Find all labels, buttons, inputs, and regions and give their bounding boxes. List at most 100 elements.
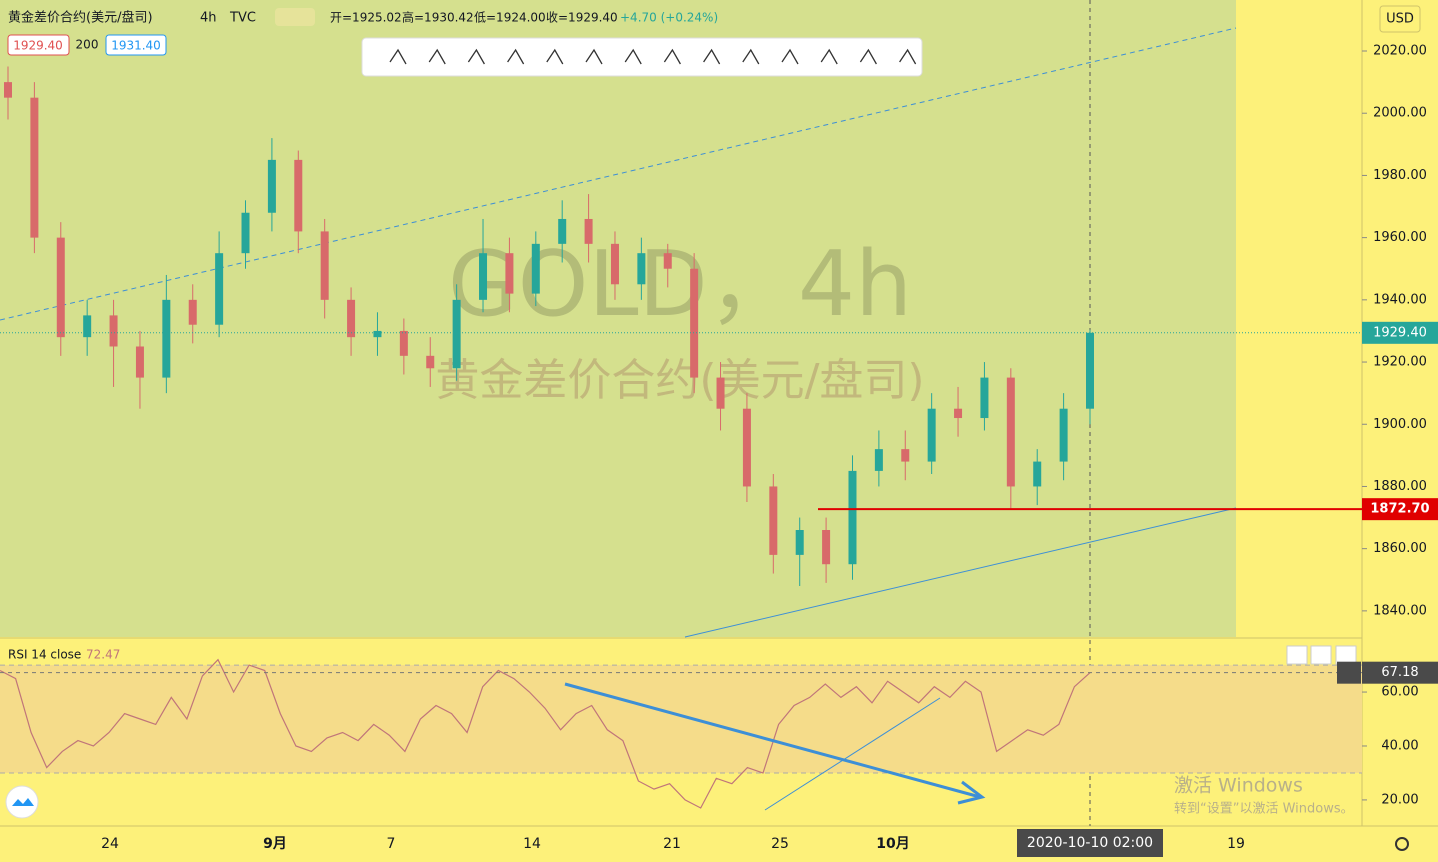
status-pill[interactable] (275, 8, 315, 26)
candle-body (690, 268, 699, 378)
pane-close-button[interactable] (1310, 645, 1332, 665)
tool-icon (781, 48, 799, 65)
candle-body (822, 530, 831, 565)
windows-hint: 转到“设置”以激活 Windows。 (1174, 802, 1354, 817)
candle-body (347, 299, 356, 338)
candle-body (452, 299, 461, 369)
windows-title: 激活 Windows (1174, 775, 1303, 797)
rsi-arrow-head (957, 780, 986, 805)
ohlc-high: 高=1930.42 (402, 10, 474, 25)
candle-body (901, 449, 910, 462)
rsi-line (0, 658, 1091, 809)
y-tick-label: 2000.00 (1373, 106, 1427, 121)
tool-icon (428, 48, 446, 65)
x-tick-label: 14 (523, 836, 541, 852)
currency-box[interactable] (1379, 5, 1421, 33)
sell-price[interactable]: 1929.40 (13, 39, 63, 53)
toolbar-bg (361, 37, 923, 77)
rsi-y-tick-label: 20.00 (1381, 792, 1418, 807)
y-tick-label: 1880.00 (1373, 479, 1427, 494)
rsi-band (0, 665, 1362, 773)
source: TVC (229, 11, 256, 26)
candle-body (215, 253, 224, 325)
tool-button[interactable] (384, 43, 412, 71)
y-tick-label: 2020.00 (1373, 44, 1427, 59)
tool-button[interactable] (423, 43, 451, 71)
candle-body (373, 330, 382, 338)
rsi-trend-arrow (564, 682, 981, 799)
candle-body (162, 299, 171, 378)
last-price-label: 1929.40 (1373, 325, 1427, 340)
rsi-reading: 72.47 (86, 648, 120, 662)
x-tick-label: 24 (101, 836, 119, 852)
tool-icon (742, 48, 760, 65)
candle-body (795, 530, 804, 555)
tool-icon (859, 48, 877, 65)
last-price-tag (1362, 321, 1438, 344)
drawing-toolbar (361, 37, 923, 77)
buy-price[interactable]: 1931.40 (111, 39, 161, 53)
tool-button[interactable] (894, 43, 922, 71)
tool-icon (585, 48, 603, 65)
candle-body (294, 159, 303, 232)
candle-body (1086, 332, 1094, 409)
candle-body (479, 253, 488, 300)
trend-line-upper (0, 27, 1237, 321)
candle-body (1059, 408, 1068, 462)
trend-line-lower (684, 507, 1237, 638)
y-tick-label: 1840.00 (1373, 603, 1427, 618)
x-tick-label: 9月 (263, 836, 287, 852)
crosshair-date: 2020-10-10 02:00 (1027, 835, 1153, 851)
x-tick-label: 25 (771, 836, 789, 852)
candle-body (531, 243, 540, 294)
tool-icon (703, 48, 721, 65)
interval: 4h (200, 11, 217, 26)
y-tick-label: 1900.00 (1373, 417, 1427, 432)
candle-body (584, 218, 593, 244)
tool-button[interactable] (698, 43, 726, 71)
candle-body (399, 330, 408, 356)
pane-max-button[interactable] (1335, 645, 1357, 665)
crosshair-plus[interactable] (1337, 661, 1361, 684)
logo-icon (12, 798, 34, 806)
x-tick-label: 19 (1227, 836, 1245, 852)
candle-body (109, 315, 118, 347)
tool-button[interactable] (737, 43, 765, 71)
tool-icon (507, 48, 525, 65)
tool-button[interactable] (854, 43, 882, 71)
settings-icon[interactable] (1395, 837, 1409, 851)
tool-button[interactable] (462, 43, 490, 71)
watermark-title: GOLD，4h (448, 232, 912, 337)
tool-icon (820, 48, 838, 65)
candle-body (848, 470, 857, 565)
tool-button[interactable] (815, 43, 843, 71)
level-tag (1362, 498, 1438, 521)
y-tick-label: 1920.00 (1373, 355, 1427, 370)
candle-body (267, 159, 276, 213)
y-tick-label: 1940.00 (1373, 292, 1427, 307)
rsi-title: RSI 14 close (8, 648, 81, 662)
tool-button[interactable] (580, 43, 608, 71)
chart-zone (0, 0, 1236, 637)
tool-icon (467, 48, 485, 65)
logo[interactable] (5, 785, 39, 819)
candle-body (4, 82, 12, 98)
candle-body (30, 97, 39, 238)
sell-box[interactable] (7, 34, 70, 56)
buy-box[interactable] (105, 34, 167, 56)
tool-button[interactable] (658, 43, 686, 71)
x-tick-label: 10月 (876, 836, 909, 852)
tool-button[interactable] (502, 43, 530, 71)
tool-icon (546, 48, 564, 65)
spread: 200 (76, 38, 99, 52)
rsi-last-label: 67.18 (1381, 665, 1418, 680)
tool-button[interactable] (619, 43, 647, 71)
candle-body (1033, 461, 1042, 487)
candle-body (320, 231, 329, 300)
tool-button[interactable] (541, 43, 569, 71)
tool-button[interactable] (776, 43, 804, 71)
candle-body (980, 377, 989, 419)
candle-body (954, 408, 963, 419)
candle-body (716, 377, 725, 409)
pane-up-button[interactable] (1286, 645, 1308, 665)
